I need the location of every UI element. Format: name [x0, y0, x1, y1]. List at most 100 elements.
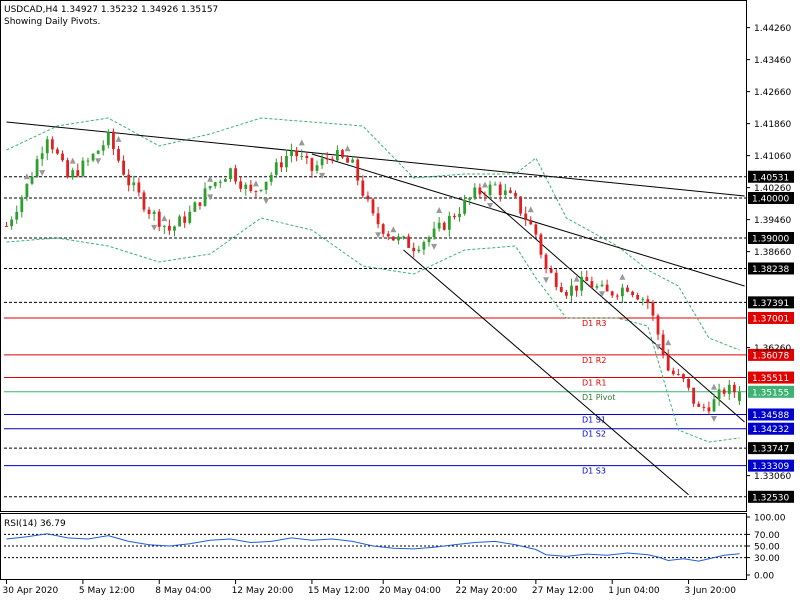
candle-body: [310, 158, 314, 171]
candle-body: [651, 302, 655, 316]
fractal-down-icon: [207, 194, 214, 201]
fractal-down-icon: [319, 172, 326, 179]
candle-body: [188, 211, 192, 223]
candle-body: [279, 162, 283, 168]
fractal-up-icon: [23, 173, 30, 180]
candle-body: [56, 149, 59, 154]
pivot-label: D1 R2: [582, 356, 606, 365]
trendline: [311, 153, 745, 287]
candle-body: [488, 184, 492, 196]
candle-body: [519, 196, 522, 214]
candle-body: [346, 157, 349, 163]
candle-body: [554, 272, 558, 287]
candle-body: [473, 187, 477, 198]
candle-body: [463, 199, 467, 214]
candle-body: [341, 150, 344, 158]
level-price-label: 1.39000: [752, 235, 789, 245]
candle-body: [432, 228, 436, 238]
pivot-label: D1 Pivot: [582, 393, 615, 402]
pivot-label: D1 S3: [582, 467, 606, 476]
candle-body: [631, 291, 634, 295]
level-price-label: 1.40000: [752, 195, 789, 205]
bands-layer: [6, 117, 740, 443]
candle-body: [173, 226, 176, 231]
candle-body: [544, 254, 548, 270]
x-tick-label: 5 May 12:00: [79, 586, 135, 596]
candle-body: [162, 225, 166, 227]
candles-layer: [5, 128, 741, 423]
candle-body: [656, 315, 660, 335]
x-tick-label: 20 May 04:00: [379, 586, 441, 596]
level-price-box: [748, 170, 794, 183]
trendlines-layer: [6, 121, 745, 496]
pivot-label: D1 R1: [582, 379, 606, 388]
chart-subtitle: Showing Daily Pivots.: [4, 17, 100, 27]
candle-body: [590, 281, 594, 288]
candle-body: [142, 192, 146, 210]
candle-body: [132, 182, 136, 186]
fractal-up-icon: [115, 135, 122, 142]
candle-body: [183, 216, 187, 223]
candle-body: [234, 168, 237, 182]
fractal-down-icon: [543, 277, 550, 284]
candle-body: [458, 213, 461, 218]
candle-body: [61, 153, 64, 161]
candle-body: [702, 406, 706, 408]
candle-body: [529, 220, 533, 225]
candle-body: [738, 391, 741, 401]
candle-body: [20, 197, 24, 212]
candle-body: [351, 159, 355, 163]
candle-body: [666, 355, 670, 371]
level-price-label: 1.32530: [752, 493, 789, 503]
candle-body: [595, 286, 599, 288]
y-tick-label: 1.33060: [754, 472, 791, 482]
candle-body: [249, 184, 253, 191]
fractal-up-icon: [436, 206, 443, 213]
level-price-box: [748, 385, 794, 398]
candle-body: [30, 176, 34, 184]
candle-body: [417, 249, 421, 252]
level-price-box: [748, 490, 794, 503]
x-tick-label: 22 May 20:00: [456, 586, 518, 596]
rsi-tick-label: 70.00: [754, 531, 780, 541]
candle-body: [320, 158, 324, 166]
candle-body: [371, 199, 375, 214]
candle-body: [478, 187, 482, 195]
level-price-label: 1.33747: [752, 445, 789, 455]
x-axis: 30 Apr 2020 5 May 12:00 8 May 04:00 12 May …: [3, 580, 736, 596]
trendline: [403, 249, 689, 496]
candle-body: [366, 195, 370, 200]
y-tick-label: 1.42660: [754, 88, 791, 98]
candle-body: [76, 170, 80, 176]
candle-body: [483, 194, 487, 196]
candle-body: [620, 287, 624, 297]
candle-body: [259, 189, 263, 191]
candle-body: [330, 158, 334, 161]
pivot-label: D1 S2: [582, 430, 606, 439]
candle-body: [229, 168, 232, 180]
candle-body: [193, 202, 197, 212]
candle-body: [264, 181, 268, 190]
candle-body: [671, 370, 675, 375]
fractal-down-icon: [151, 224, 158, 231]
candle-body: [269, 174, 273, 182]
candle-body: [203, 188, 207, 206]
candle-body: [503, 190, 507, 196]
x-tick-label: 30 Apr 2020: [3, 586, 59, 596]
candle-body: [168, 225, 171, 231]
candle-body: [565, 291, 568, 296]
candle-body: [40, 153, 44, 160]
candle-body: [447, 215, 451, 230]
y-tick-label: 1.41060: [754, 152, 791, 162]
candle-body: [86, 160, 90, 162]
y-axis: 1.40531 1.40000 1.39000 1.38238 1.37391 1.370…: [746, 24, 794, 503]
candle-body: [91, 153, 95, 161]
candle-body: [692, 387, 696, 404]
y-tick-label: 1.43460: [754, 56, 791, 66]
candle-body: [361, 180, 365, 196]
candle-body: [717, 389, 721, 400]
candle-body: [732, 384, 736, 393]
fractal-down-icon: [655, 344, 662, 351]
